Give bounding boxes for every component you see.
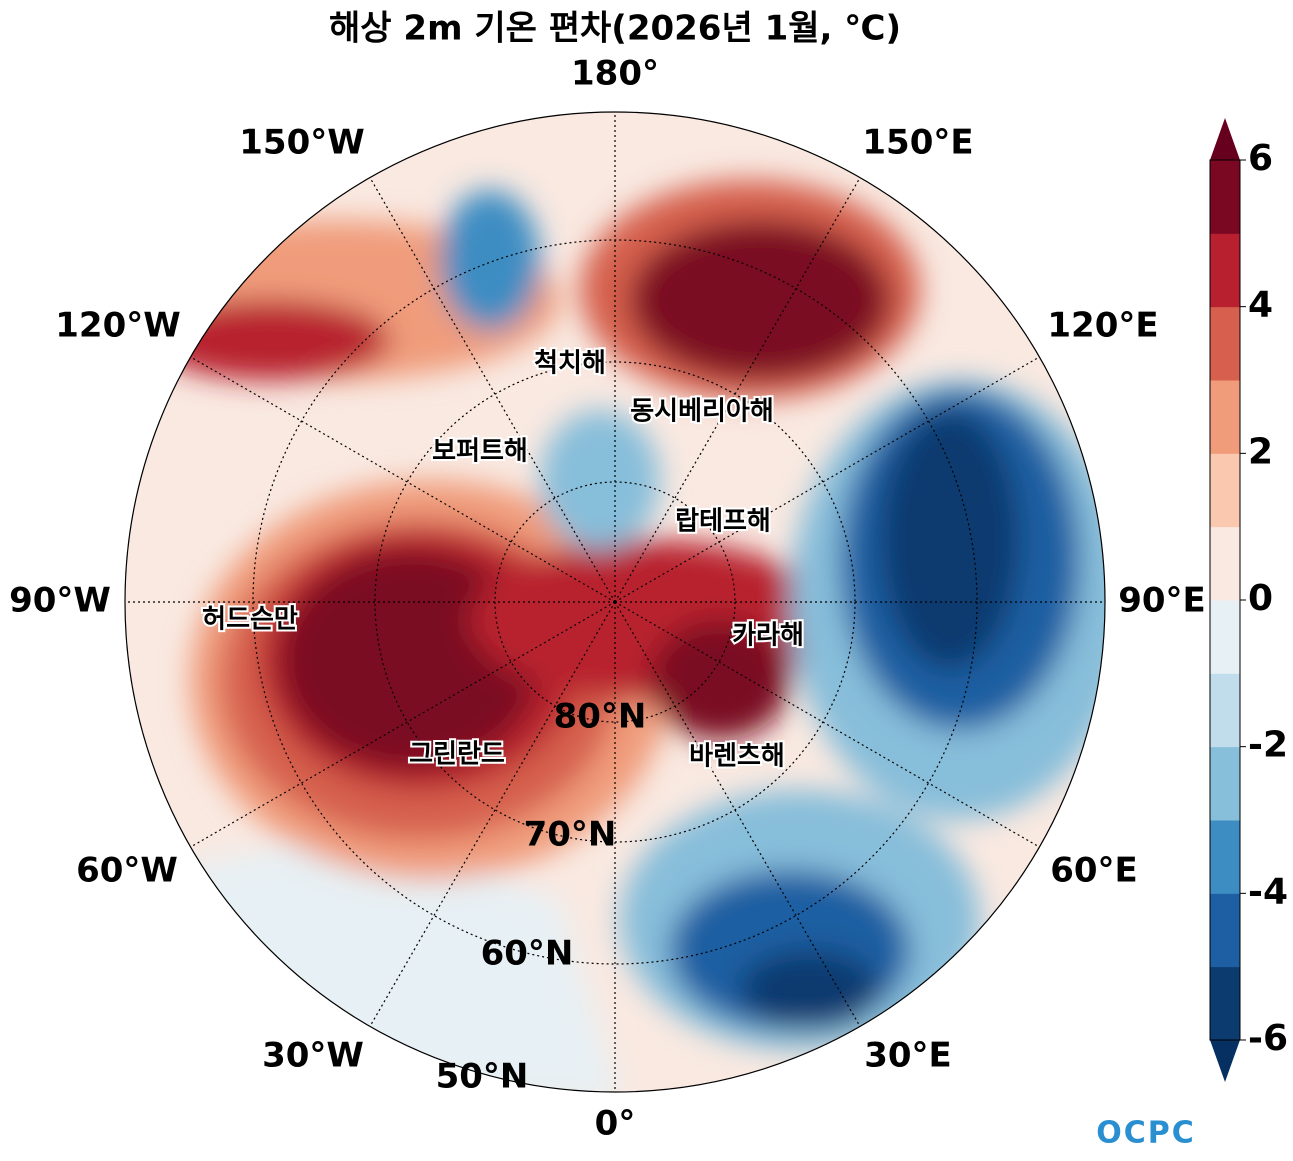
region-label: 바렌츠해 — [689, 742, 785, 772]
colorbar-band — [1210, 526, 1240, 601]
lon-label: 60°W — [76, 851, 178, 891]
colorbar-band — [1210, 160, 1240, 234]
lon-label: 90°W — [9, 581, 111, 621]
colorbar-band — [1210, 820, 1240, 894]
colorbar-band — [1210, 966, 1240, 1041]
colorbar-band — [1210, 380, 1240, 454]
lat-label: 80°N — [554, 697, 647, 737]
colorbar-band — [1210, 600, 1240, 674]
colorbar-tick-label: -2 — [1248, 725, 1288, 766]
colorbar-tick-label: 2 — [1248, 431, 1273, 472]
lon-label: 60°E — [1050, 851, 1138, 891]
region-label: 동시베리아해 — [630, 397, 774, 427]
colorbar-tick-label: -4 — [1248, 871, 1288, 912]
lat-label: 60°N — [481, 934, 574, 974]
lon-label: 90°E — [1118, 581, 1206, 621]
lon-label: 150°E — [862, 123, 973, 163]
lon-label: 0° — [595, 1104, 636, 1144]
lat-labels: 80°N 70°N 60°N 50°N — [436, 697, 647, 1097]
region-labels: 척치해 동시베리아해 보퍼트해 랍테프해 허드슨만 카라해 그린란드 바렌츠해 — [200, 347, 806, 774]
colorbar-band — [1210, 233, 1240, 308]
lat-label: 50°N — [436, 1057, 529, 1097]
title: 해상 2m 기온 편차(2026년 1월, ℃) — [329, 9, 901, 49]
lon-label: 30°E — [864, 1036, 952, 1076]
region-label: 허드슨만 — [202, 605, 298, 635]
meridian — [614, 601, 861, 1027]
region-label: 랍테프해 — [675, 507, 771, 537]
meridian — [190, 356, 616, 603]
colorbar-band — [1210, 893, 1240, 968]
colorbar-tick-label: 6 — [1248, 138, 1273, 179]
meridian — [614, 177, 861, 603]
region-label: 척치해 — [534, 349, 606, 379]
colorbar-band — [1210, 673, 1240, 748]
colorbar-band — [1210, 306, 1240, 381]
lon-label: 120°W — [55, 306, 180, 346]
lon-label: 30°W — [262, 1036, 364, 1076]
meridian — [614, 601, 1040, 848]
lon-label: 180° — [571, 54, 659, 94]
meridian — [369, 177, 616, 603]
colorbar-tick-label: 0 — [1248, 578, 1273, 619]
colorbar-over — [1210, 118, 1240, 160]
lat-label: 70°N — [524, 815, 617, 855]
colorbar-band — [1210, 453, 1240, 528]
colorbar-tick-label: -6 — [1248, 1018, 1288, 1059]
region-label: 보퍼트해 — [432, 437, 528, 467]
colorbar-under — [1210, 1040, 1240, 1082]
region-label: 카라해 — [732, 621, 804, 651]
region-label: 그린란드 — [409, 740, 505, 770]
meridian — [369, 601, 616, 1027]
graticule — [124, 111, 1106, 1093]
lon-label: 150°W — [239, 123, 364, 163]
logo: OCPC — [1096, 1116, 1196, 1151]
colorbar-band — [1210, 746, 1240, 821]
lon-labels: 180° 150°E 120°E 90°E 60°E 30°E 0° 30°W … — [9, 54, 1206, 1144]
lon-label: 120°E — [1047, 306, 1158, 346]
colorbar-tick-label: 4 — [1248, 285, 1273, 326]
meridian — [614, 356, 1040, 603]
colorbar: -6 -4 -2 0 2 4 6 — [1209, 118, 1288, 1082]
meridian — [190, 601, 616, 848]
